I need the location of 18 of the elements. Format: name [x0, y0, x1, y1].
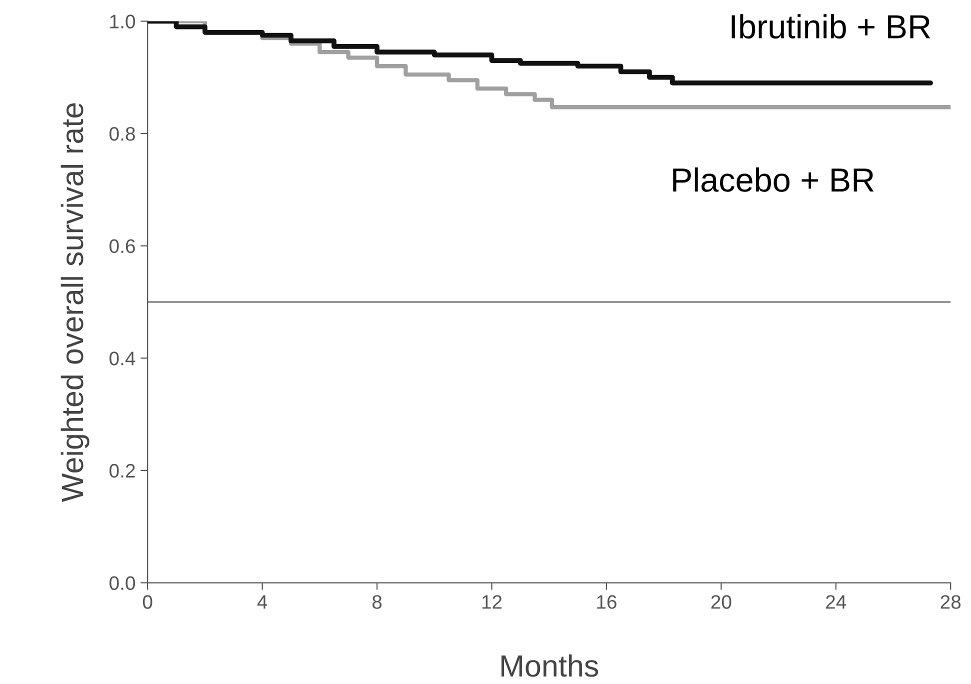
x-tick-label: 24 [826, 595, 846, 609]
y-tick-label: 0.8 [110, 126, 135, 141]
y-tick-label: 0.4 [110, 352, 136, 366]
y-tick-label: 0.6 [110, 239, 135, 254]
x-tick-label: 20 [711, 595, 732, 609]
series-label: Ibrutinib + BR [732, 14, 930, 39]
x-tick-label: 4 [257, 595, 268, 609]
x-tick-label: 0 [142, 595, 152, 609]
x-axis-title: Months [502, 654, 598, 677]
x-tick-label: 16 [597, 595, 616, 609]
y-axis-title: Weighted overall survival rate [60, 103, 90, 502]
y-tick-label: 0.2 [110, 464, 135, 478]
y-tick-label: 0.0 [110, 576, 136, 590]
x-tick-label: 12 [482, 595, 502, 609]
x-tick-label: 28 [940, 595, 961, 609]
x-tick-label: 8 [372, 595, 382, 609]
y-tick-label: 1.0 [110, 14, 136, 28]
series-label: Placebo + BR [673, 167, 874, 192]
